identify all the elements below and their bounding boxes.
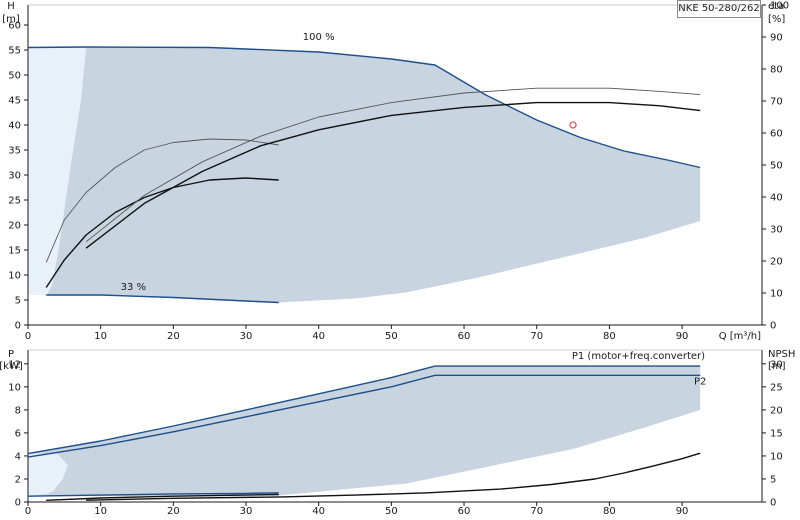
right-tick-label: 70 xyxy=(770,97,783,108)
x-tick-label: 80 xyxy=(603,331,616,342)
left-tick-label: 45 xyxy=(8,96,21,107)
head-efficiency-annotation-1: 33 % xyxy=(121,282,146,293)
left-tick-label: 6 xyxy=(15,428,21,439)
right-tick-label: 25 xyxy=(770,382,783,393)
x-tick-label: 50 xyxy=(385,331,398,342)
right-axis-unit: [m] xyxy=(768,361,786,372)
power-npsh-envelope-area xyxy=(28,366,701,497)
duty-point-marker xyxy=(569,121,577,129)
head-efficiency-low-speed-area xyxy=(28,47,87,295)
right-tick-label: 15 xyxy=(770,428,783,439)
right-tick-label: 10 xyxy=(770,289,783,300)
left-tick-label: 10 xyxy=(8,382,21,393)
left-tick-label: 12 xyxy=(8,359,21,370)
head-efficiency-series-head-low-speed-upper xyxy=(45,138,279,263)
left-axis-unit: [m] xyxy=(2,14,20,25)
right-axis-title: NPSH xyxy=(768,349,795,360)
left-axis-unit: [kW] xyxy=(0,361,23,372)
head-efficiency-series-head-100 xyxy=(27,46,701,169)
x-tick-label: 70 xyxy=(530,331,543,342)
right-axis-unit: [%] xyxy=(768,14,785,25)
right-tick-label: 80 xyxy=(770,65,783,76)
x-axis-label: Q [m³/h] xyxy=(719,331,761,342)
left-tick-label: 50 xyxy=(8,71,21,82)
x-tick-label: 80 xyxy=(603,506,616,517)
right-tick-label: 90 xyxy=(770,33,783,44)
x-tick-label: 40 xyxy=(312,331,325,342)
head-efficiency-series-eta-upper xyxy=(85,87,701,243)
left-tick-label: 60 xyxy=(8,21,21,32)
power-npsh-annotation-1: P2 xyxy=(694,377,706,388)
right-tick-label: 5 xyxy=(770,474,776,485)
x-tick-label: 10 xyxy=(94,506,107,517)
pump-model-label: NKE 50-280/262 xyxy=(677,0,761,18)
x-tick-label: 20 xyxy=(167,506,180,517)
power-npsh-annotation-0: P1 (motor+freq.converter) xyxy=(572,351,705,362)
right-tick-label: 20 xyxy=(770,405,783,416)
left-axis-title: P xyxy=(8,349,14,360)
right-tick-label: 60 xyxy=(770,129,783,140)
left-tick-label: 25 xyxy=(8,196,21,207)
right-tick-label: 20 xyxy=(770,257,783,268)
right-tick-label: 40 xyxy=(770,193,783,204)
left-tick-label: 0 xyxy=(15,321,21,332)
left-tick-label: 15 xyxy=(8,246,21,257)
power-npsh-series-p1 xyxy=(27,365,701,455)
left-tick-label: 8 xyxy=(15,405,21,416)
head-efficiency-envelope-area xyxy=(28,47,701,303)
head-efficiency-annotation-0: 100 % xyxy=(303,32,335,43)
x-tick-label: 10 xyxy=(94,331,107,342)
x-tick-label: 90 xyxy=(676,506,689,517)
head-efficiency-series-eta-100 xyxy=(85,101,701,249)
right-tick-label: 30 xyxy=(770,225,783,236)
power-npsh-series-p2 xyxy=(27,374,701,458)
x-tick-label: 30 xyxy=(240,331,253,342)
right-axis-title: eta xyxy=(768,1,784,12)
head-efficiency-series-head-33 xyxy=(46,294,279,304)
left-tick-label: 20 xyxy=(8,221,21,232)
head-efficiency-series-head-low-speed xyxy=(45,177,279,288)
left-tick-label: 2 xyxy=(15,474,21,485)
left-tick-label: 55 xyxy=(8,46,21,57)
power-npsh-low-speed-area xyxy=(28,453,68,497)
power-npsh-series-p-low-speed-2 xyxy=(46,493,279,501)
x-tick-label: 60 xyxy=(458,506,471,517)
x-tick-label: 50 xyxy=(385,506,398,517)
x-tick-label: 70 xyxy=(530,506,543,517)
power-npsh-series-npsh xyxy=(86,452,701,501)
right-tick-label: 0 xyxy=(770,321,776,332)
x-tick-label: 90 xyxy=(676,331,689,342)
left-tick-label: 35 xyxy=(8,146,21,157)
right-tick-label: 50 xyxy=(770,161,783,172)
right-tick-label: 30 xyxy=(770,359,783,370)
x-tick-label: 30 xyxy=(240,506,253,517)
left-tick-label: 4 xyxy=(15,451,21,462)
x-tick-label: 60 xyxy=(458,331,471,342)
right-tick-label: 0 xyxy=(770,498,776,509)
x-tick-label: 0 xyxy=(25,506,31,517)
power-npsh-series-p-low-speed-1 xyxy=(27,492,279,497)
left-tick-label: 10 xyxy=(8,271,21,282)
x-tick-label: 40 xyxy=(312,506,325,517)
left-tick-label: 40 xyxy=(8,121,21,132)
right-tick-label: 100 xyxy=(770,1,789,12)
left-tick-label: 0 xyxy=(15,498,21,509)
left-axis-title: H xyxy=(7,1,15,12)
left-tick-label: 5 xyxy=(15,296,21,307)
x-tick-label: 20 xyxy=(167,331,180,342)
x-tick-label: 0 xyxy=(25,331,31,342)
left-tick-label: 30 xyxy=(8,171,21,182)
right-tick-label: 10 xyxy=(770,451,783,462)
